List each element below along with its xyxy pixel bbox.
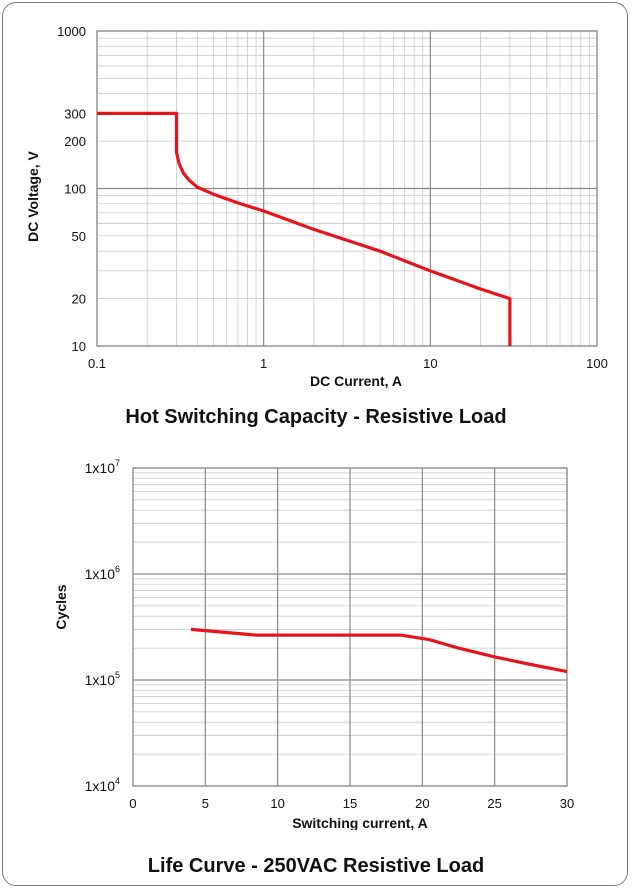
x-axis-title: DC Current, A — [310, 373, 402, 389]
x-tick-label: 20 — [415, 796, 429, 811]
x-tick-label: 15 — [343, 796, 357, 811]
y-tick-label: 300 — [64, 106, 86, 121]
x-tick-label: 30 — [560, 796, 574, 811]
chart2-title: Life Curve - 250VAC Resistive Load — [147, 855, 485, 877]
y-tick-label: 20 — [72, 292, 86, 307]
y-tick-label: 1x105 — [85, 670, 120, 688]
x-tick-label: 1 — [260, 356, 267, 371]
capacity-curve — [97, 111, 512, 346]
y-tick-label: 1000 — [57, 24, 86, 39]
life-curve — [190, 627, 568, 674]
y-tick-label: 100 — [64, 182, 86, 197]
x-tick-label: 25 — [487, 796, 501, 811]
chart1-title: Hot Switching Capacity - Resistive Load — [125, 406, 507, 428]
life-curve-chart: 0 5 10 15 20 25 30 1x104 1x105 1x106 1x107 Switchin… — [53, 458, 574, 830]
plot-border — [96, 30, 598, 347]
plot-border — [132, 467, 568, 787]
y-axis-title: Cycles — [53, 584, 69, 629]
x-tick-label: 100 — [586, 356, 608, 371]
x-tick-label: 10 — [270, 796, 284, 811]
y-tick-label: 1x104 — [85, 776, 120, 794]
y-tick-label: 200 — [64, 134, 86, 149]
x-axis-title: Switching current, A — [292, 815, 428, 830]
y-tick-label: 50 — [72, 229, 86, 244]
x-tick-label: 5 — [202, 796, 209, 811]
y-tick-label: 10 — [72, 339, 86, 354]
hot-switching-chart: 0.1 1 10 100 1000 300 200 100 50 20 10 DC Current, … — [25, 24, 608, 389]
x-tick-label: 0.1 — [88, 356, 106, 371]
y-tick-label: 1x106 — [85, 564, 120, 582]
y-tick-label: 1x107 — [85, 458, 120, 476]
y-axis-title: DC Voltage, V — [25, 150, 41, 241]
x-tick-label: 10 — [423, 356, 437, 371]
x-tick-label: 0 — [129, 796, 136, 811]
